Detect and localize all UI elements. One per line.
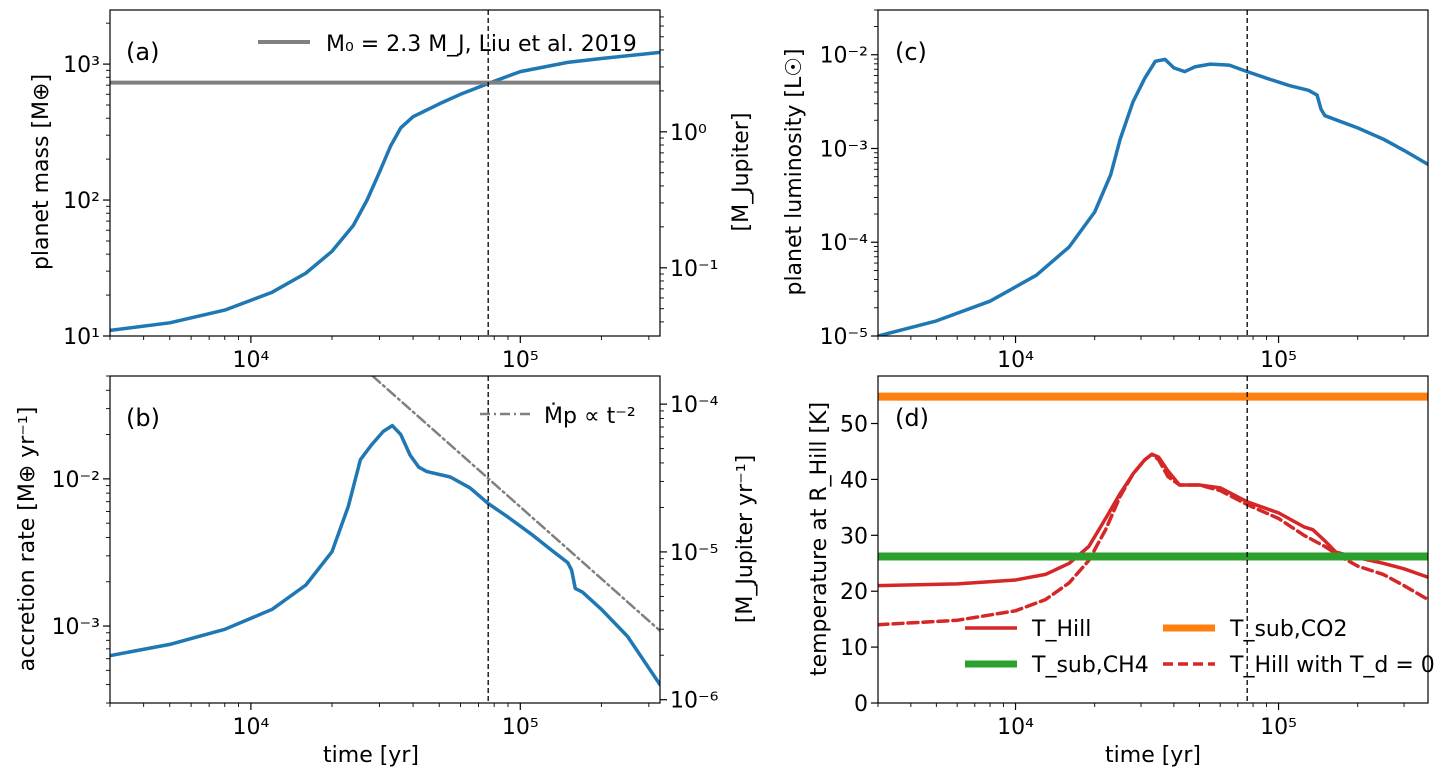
panel-a-ytick-label: 10¹ xyxy=(63,325,100,350)
panel-c-ytick-label: 10⁻³ xyxy=(820,137,868,162)
panel-a-frame xyxy=(109,9,661,337)
panel-c-tag: (c) xyxy=(895,38,927,66)
panel-a-legend: M₀ = 2.3 M_J, Liu et al. 2019 xyxy=(258,32,637,57)
panel-c-ytick-label: 10⁻⁴ xyxy=(820,231,869,256)
panel-d-series-0-line xyxy=(878,452,1428,588)
panel-b-rtick-label: 10⁻⁴ xyxy=(670,393,719,418)
panel-a-ylabel: planet mass [M⊕] xyxy=(29,74,54,270)
legend-label-thill: T_Hill xyxy=(1031,617,1091,642)
panel-d-legend: T_Hill T_sub,CO2 T_sub,CH4 T_Hill with T… xyxy=(965,617,1435,678)
panel-c-frame xyxy=(877,9,1429,337)
panel-a-series-0-line xyxy=(110,50,660,333)
panel-c-ylabel: planet luminosity [L☉] xyxy=(782,48,807,295)
panel-a-rtick-label: 10⁻¹ xyxy=(670,257,718,282)
panel-b-series-0-line xyxy=(110,423,660,687)
panel-b-tag: (b) xyxy=(126,404,160,432)
panel-d-ytick-label: 0 xyxy=(854,692,868,717)
panel-c-series-0-line xyxy=(878,57,1428,336)
panel-d-xlabel: time [yr] xyxy=(1105,743,1201,768)
panel-d: 10⁴ 10⁵ 0 10 20 30 40 50 (d) T_Hill T_sub,CO2 T… xyxy=(807,375,1435,768)
panel-d-ytick-label: 10 xyxy=(840,636,868,661)
panel-d-plot-area: 10⁴ 10⁵ 0 10 20 30 40 50 xyxy=(840,375,1429,740)
panel-c-ytick-label: 10⁻² xyxy=(820,44,868,69)
panel-d-frame xyxy=(877,375,1429,704)
panel-d-xtick-label: 10⁵ xyxy=(1260,715,1297,740)
panel-b-right-ylabel: [M_Jupiter yr⁻¹] xyxy=(733,455,758,623)
panel-d-series-1-line xyxy=(878,452,1428,627)
panel-d-series-group xyxy=(878,376,1428,703)
panel-a: 10⁴ 10⁵ 10¹ 10² 10³ 10⁻¹ 10⁰ (a) M₀ = 2.3 M_J,… xyxy=(29,9,754,373)
panel-c-plot-area: 10⁴ 10⁵ 10⁻⁵ 10⁻⁴ 10⁻³ 10⁻² xyxy=(820,9,1429,373)
panel-c-xtick-label: 10⁵ xyxy=(1260,348,1297,373)
panel-b-frame xyxy=(109,375,661,704)
panel-a-xtick-label: 10⁴ xyxy=(232,348,269,373)
panel-b-ytick-label: 10⁻³ xyxy=(52,615,100,640)
panel-a-right-ylabel: [M_Jupiter] xyxy=(729,113,754,232)
panel-c-xtick-label: 10⁴ xyxy=(997,348,1034,373)
panel-a-tag: (a) xyxy=(126,38,159,66)
panel-b-xtick-label: 10⁵ xyxy=(502,715,539,740)
legend-label-mdot: Ṁp ∝ t⁻² xyxy=(544,403,636,429)
panel-d-xtick-label: 10⁴ xyxy=(997,715,1034,740)
panel-b-rtick-label: 10⁻⁵ xyxy=(670,541,718,566)
legend-label-tsub-co2: T_sub,CO2 xyxy=(1229,617,1347,642)
legend-label-liu: M₀ = 2.3 M_J, Liu et al. 2019 xyxy=(326,32,637,57)
panel-b-xlabel: time [yr] xyxy=(323,743,419,768)
panel-a-ytick-label: 10³ xyxy=(63,53,100,78)
panel-b-series-group xyxy=(110,376,660,703)
panel-c-ytick-label: 10⁻⁵ xyxy=(820,325,868,350)
panel-d-ylabel: temperature at R_Hill [K] xyxy=(807,402,832,676)
panel-b-xtick-label: 10⁴ xyxy=(232,715,269,740)
panel-a-rtick-label: 10⁰ xyxy=(670,121,707,146)
panel-d-ytick-label: 30 xyxy=(840,524,868,549)
panel-c-series-group xyxy=(878,10,1428,336)
panel-b-ylabel: accretion rate [M⊕ yr⁻¹] xyxy=(15,407,40,672)
panel-b-ytick-label: 10⁻² xyxy=(52,468,100,493)
panel-d-ytick-label: 40 xyxy=(840,468,868,493)
legend-label-thill-td0: T_Hill with T_d = 0 xyxy=(1229,653,1435,678)
panel-a-ytick-label: 10² xyxy=(63,189,100,214)
panel-b-series-1-line xyxy=(371,376,660,632)
panel-d-ytick-label: 20 xyxy=(840,580,868,605)
panel-b-legend: Ṁp ∝ t⁻² xyxy=(480,403,636,429)
panel-d-ytick-label: 50 xyxy=(840,413,868,438)
legend-label-tsub-ch4: T_sub,CH4 xyxy=(1031,653,1149,678)
panel-a-series-group xyxy=(110,10,660,336)
panel-b-plot-area: 10⁴ 10⁵ 10⁻³ 10⁻² 10⁻⁶ 10⁻⁵ 10⁻⁴ xyxy=(52,375,719,740)
panel-a-plot-area: 10⁴ 10⁵ 10¹ 10² 10³ 10⁻¹ 10⁰ xyxy=(63,9,718,373)
panel-d-tag: (d) xyxy=(895,404,929,432)
panel-b-rtick-label: 10⁻⁶ xyxy=(670,689,719,714)
panel-a-xtick-label: 10⁵ xyxy=(502,348,539,373)
panel-c: 10⁴ 10⁵ 10⁻⁵ 10⁻⁴ 10⁻³ 10⁻² (c) planet lumino… xyxy=(782,9,1429,373)
